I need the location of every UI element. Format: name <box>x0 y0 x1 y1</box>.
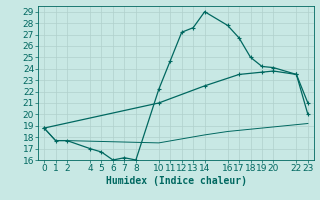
X-axis label: Humidex (Indice chaleur): Humidex (Indice chaleur) <box>106 176 246 186</box>
